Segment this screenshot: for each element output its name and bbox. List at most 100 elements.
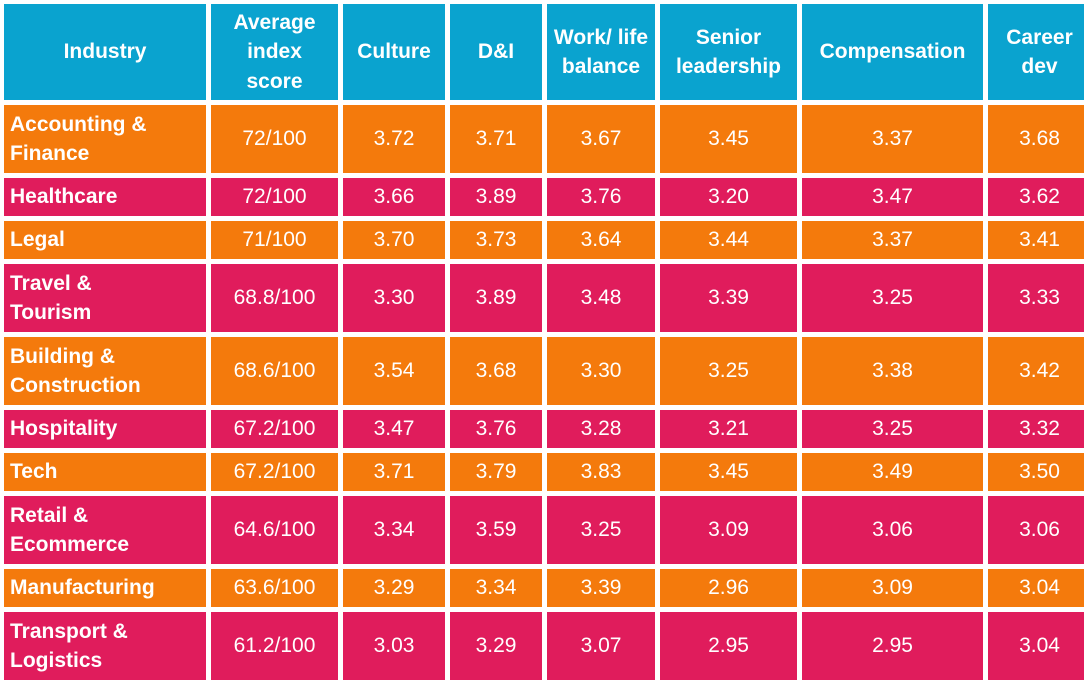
score-value: 3.64 xyxy=(580,228,622,252)
score-value: 3.39 xyxy=(708,286,749,310)
column-header: Culture xyxy=(343,4,445,100)
score-cell: 3.45 xyxy=(660,105,797,173)
industry-name-cell: Tech xyxy=(4,453,206,491)
industry-name-cell: Travel & Tourism xyxy=(4,264,206,332)
score-cell: 3.25 xyxy=(547,496,655,564)
score-cell: 3.44 xyxy=(660,221,797,259)
score-cell: 3.28 xyxy=(547,410,655,448)
column-header: Average index score xyxy=(211,4,338,100)
score-cell: 68.6/100 xyxy=(211,337,338,405)
score-value: 3.37 xyxy=(872,228,913,252)
score-value: 2.95 xyxy=(708,634,749,658)
column-header-label: Culture xyxy=(357,40,431,64)
score-cell: 3.03 xyxy=(343,612,445,680)
score-cell: 3.34 xyxy=(450,569,542,607)
score-cell: 3.59 xyxy=(450,496,542,564)
column-header-label: Senior leadership xyxy=(675,25,782,78)
score-cell: 3.67 xyxy=(547,105,655,173)
score-value: 72/100 xyxy=(242,127,307,151)
industry-name: Hospitality xyxy=(10,417,118,441)
score-value: 3.68 xyxy=(1019,127,1060,151)
score-cell: 3.45 xyxy=(660,453,797,491)
score-value: 3.20 xyxy=(708,185,749,209)
score-cell: 3.20 xyxy=(660,178,797,216)
score-cell: 3.30 xyxy=(547,337,655,405)
column-header-label: Compensation xyxy=(819,40,966,64)
score-cell: 3.29 xyxy=(343,569,445,607)
score-value: 3.32 xyxy=(1019,417,1060,441)
column-header: Work/ life balance xyxy=(547,4,655,100)
score-cell: 3.25 xyxy=(802,410,983,448)
score-cell: 3.54 xyxy=(343,337,445,405)
score-value: 3.38 xyxy=(872,359,913,383)
score-value: 3.28 xyxy=(580,417,622,441)
column-header-label: Career dev xyxy=(1006,25,1073,78)
score-cell: 3.73 xyxy=(450,221,542,259)
score-cell: 3.62 xyxy=(988,178,1084,216)
column-header-label: Work/ life balance xyxy=(553,25,649,78)
score-value: 3.29 xyxy=(373,576,415,600)
score-value: 3.45 xyxy=(708,460,749,484)
score-value: 3.71 xyxy=(373,460,415,484)
score-cell: 3.06 xyxy=(802,496,983,564)
score-value: 3.71 xyxy=(475,127,517,151)
score-value: 3.59 xyxy=(475,518,517,542)
score-cell: 3.76 xyxy=(547,178,655,216)
score-value: 3.33 xyxy=(1019,286,1060,310)
score-value: 3.29 xyxy=(475,634,517,658)
score-cell: 3.66 xyxy=(343,178,445,216)
score-value: 3.73 xyxy=(475,228,517,252)
score-cell: 3.48 xyxy=(547,264,655,332)
score-cell: 67.2/100 xyxy=(211,410,338,448)
score-value: 3.72 xyxy=(373,127,415,151)
score-value: 68.8/100 xyxy=(233,286,316,310)
score-value: 3.25 xyxy=(708,359,749,383)
score-cell: 3.41 xyxy=(988,221,1084,259)
score-cell: 3.38 xyxy=(802,337,983,405)
score-cell: 3.25 xyxy=(660,337,797,405)
score-value: 61.2/100 xyxy=(233,634,316,658)
score-cell: 3.06 xyxy=(988,496,1084,564)
score-value: 3.34 xyxy=(373,518,415,542)
column-header: Compensation xyxy=(802,4,983,100)
industry-name-cell: Transport & Logistics xyxy=(4,612,206,680)
score-value: 3.09 xyxy=(872,576,913,600)
score-cell: 3.64 xyxy=(547,221,655,259)
score-value: 3.07 xyxy=(580,634,622,658)
score-value: 3.62 xyxy=(1019,185,1060,209)
score-cell: 67.2/100 xyxy=(211,453,338,491)
score-cell: 3.32 xyxy=(988,410,1084,448)
score-value: 3.06 xyxy=(872,518,913,542)
score-cell: 3.39 xyxy=(660,264,797,332)
score-cell: 3.68 xyxy=(450,337,542,405)
score-cell: 3.79 xyxy=(450,453,542,491)
score-cell: 3.21 xyxy=(660,410,797,448)
column-header-label: D&I xyxy=(477,40,515,64)
industry-name-cell: Manufacturing xyxy=(4,569,206,607)
score-cell: 63.6/100 xyxy=(211,569,338,607)
score-value: 2.95 xyxy=(872,634,913,658)
score-cell: 3.09 xyxy=(802,569,983,607)
score-cell: 3.83 xyxy=(547,453,655,491)
industry-name: Tech xyxy=(10,460,58,484)
score-value: 64.6/100 xyxy=(233,518,316,542)
score-value: 67.2/100 xyxy=(233,417,316,441)
score-cell: 68.8/100 xyxy=(211,264,338,332)
score-value: 3.41 xyxy=(1019,228,1060,252)
industry-name-cell: Legal xyxy=(4,221,206,259)
score-value: 3.25 xyxy=(872,417,913,441)
column-header: Senior leadership xyxy=(660,4,797,100)
industry-name-cell: Retail & Ecommerce xyxy=(4,496,206,564)
score-value: 63.6/100 xyxy=(233,576,316,600)
score-value: 3.39 xyxy=(580,576,622,600)
column-header-label: Industry xyxy=(63,40,147,64)
score-value: 3.50 xyxy=(1019,460,1060,484)
industry-name-cell: Hospitality xyxy=(4,410,206,448)
score-value: 3.79 xyxy=(475,460,517,484)
score-cell: 3.72 xyxy=(343,105,445,173)
score-cell: 3.37 xyxy=(802,221,983,259)
score-cell: 3.34 xyxy=(343,496,445,564)
score-value: 2.96 xyxy=(708,576,749,600)
score-cell: 3.89 xyxy=(450,178,542,216)
